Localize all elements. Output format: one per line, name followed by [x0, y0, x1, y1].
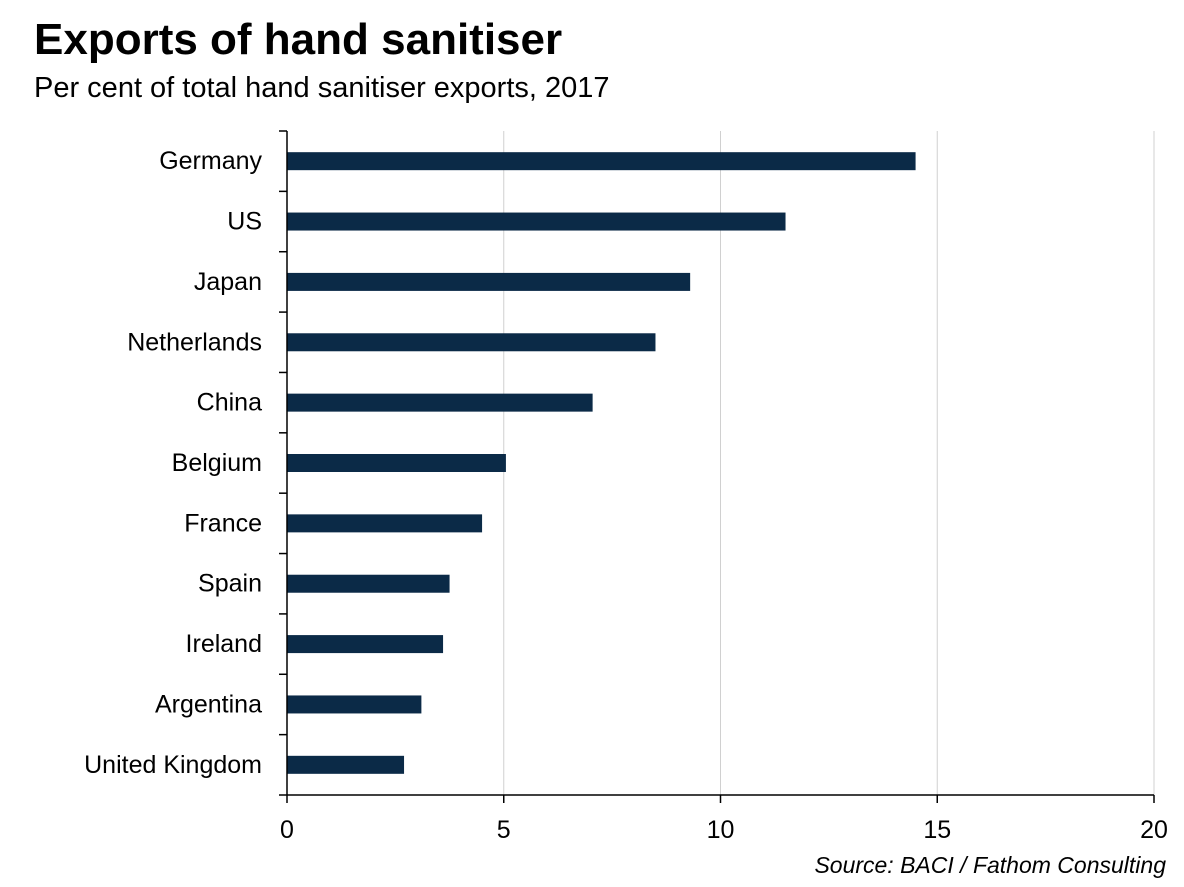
bar-netherlands	[287, 333, 656, 352]
category-label: Japan	[194, 268, 262, 296]
chart-title: Exports of hand sanitiser	[34, 15, 563, 64]
bar-germany	[287, 152, 916, 171]
x-tick-label: 5	[497, 816, 511, 844]
bar-ireland	[287, 635, 444, 654]
category-labels: Germany US Japan Netherlands China Belgium Fra…	[84, 147, 262, 779]
bar-japan	[287, 272, 691, 291]
bar-spain	[287, 574, 450, 593]
gridlines	[503, 131, 1155, 795]
axes	[279, 130, 1155, 803]
x-tick-labels: 0 5 10 15 20	[280, 816, 1168, 844]
x-tick-label: 15	[923, 816, 951, 844]
bar-argentina	[287, 695, 422, 714]
x-tick-label: 20	[1140, 816, 1168, 844]
x-tick-label: 0	[280, 816, 294, 844]
category-label: France	[184, 509, 262, 537]
bar-france	[287, 514, 483, 533]
category-label: United Kingdom	[84, 751, 262, 779]
category-label: China	[197, 389, 262, 417]
bar-us	[287, 212, 786, 231]
category-label: US	[227, 208, 262, 236]
category-label: Spain	[198, 570, 262, 598]
bar-china	[287, 393, 593, 412]
chart-subtitle: Per cent of total hand sanitiser exports…	[34, 72, 610, 104]
bar-belgium	[287, 454, 506, 472]
source-note: Source: BACI / Fathom Consulting	[814, 852, 1166, 878]
category-label: Ireland	[186, 630, 262, 658]
bar-united-kingdom	[287, 755, 405, 774]
category-label: Belgium	[172, 449, 262, 477]
category-label: Germany	[159, 147, 262, 175]
x-tick-label: 10	[707, 816, 735, 844]
category-label: Argentina	[155, 690, 262, 718]
category-label: Netherlands	[127, 328, 262, 356]
bars	[287, 152, 916, 774]
